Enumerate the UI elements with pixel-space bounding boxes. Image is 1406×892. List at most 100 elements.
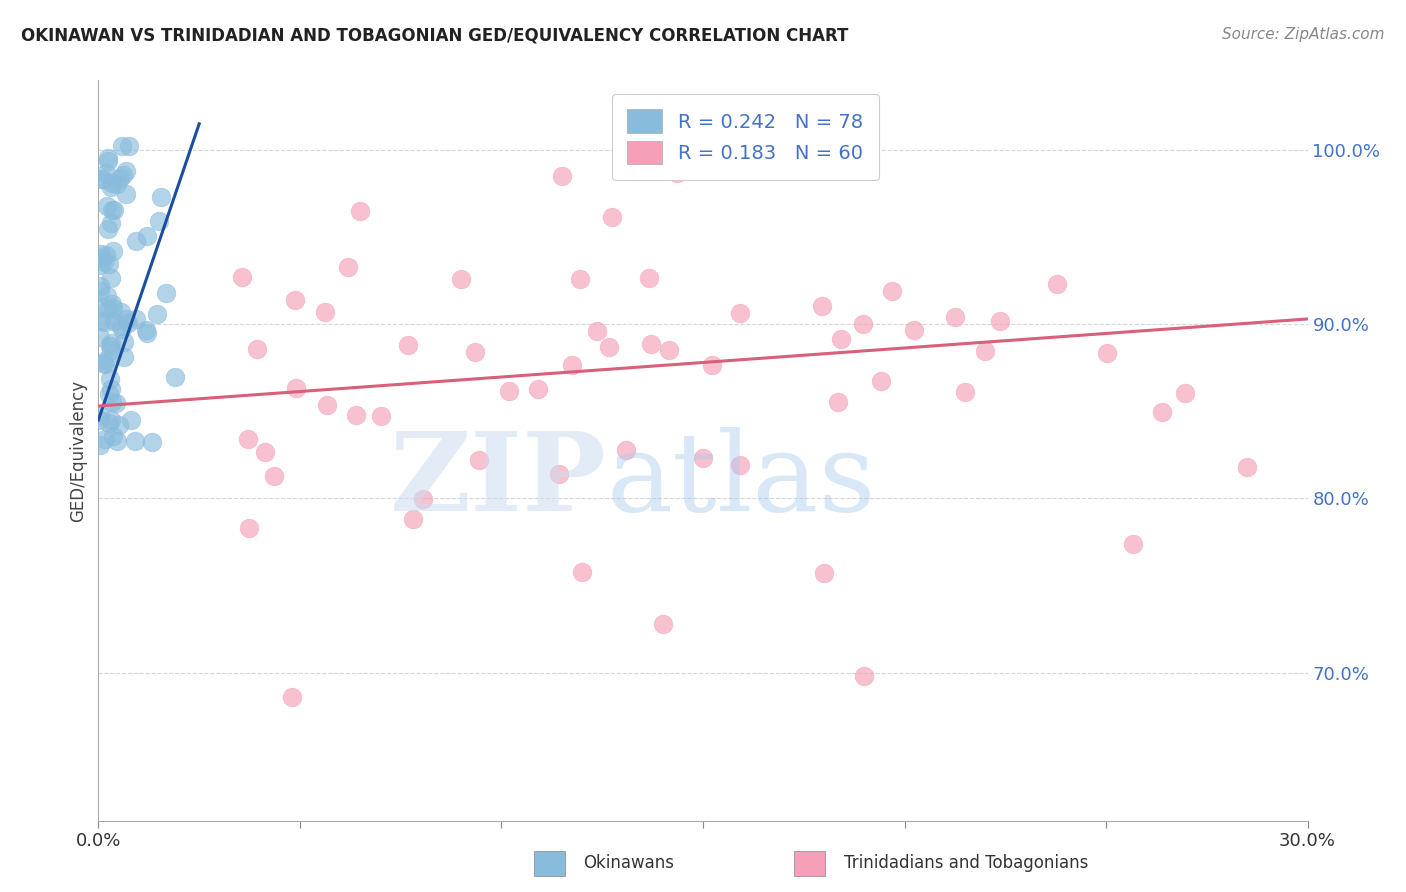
Point xyxy=(1122,537,1144,551)
Point xyxy=(349,203,371,218)
Point xyxy=(1046,277,1069,291)
Point xyxy=(527,382,550,396)
Point xyxy=(120,413,142,427)
Point xyxy=(114,187,136,202)
Point xyxy=(165,370,187,384)
Point xyxy=(89,284,111,298)
Point xyxy=(135,323,157,337)
Point xyxy=(728,458,751,472)
Point xyxy=(396,337,419,351)
Point xyxy=(637,270,659,285)
Point xyxy=(110,318,132,333)
Text: Source: ZipAtlas.com: Source: ZipAtlas.com xyxy=(1222,27,1385,42)
Text: Okinawans: Okinawans xyxy=(583,855,675,872)
Point xyxy=(830,332,852,346)
Point xyxy=(100,216,122,230)
Point xyxy=(100,179,122,194)
Point xyxy=(882,284,904,298)
Point xyxy=(561,359,583,373)
Point xyxy=(100,412,122,426)
Point xyxy=(115,312,138,326)
Text: Trinidadians and Tobagonians: Trinidadians and Tobagonians xyxy=(844,855,1088,872)
Point xyxy=(813,566,835,581)
Point xyxy=(112,168,135,182)
Point xyxy=(100,343,122,357)
Point xyxy=(96,289,118,303)
Point xyxy=(988,314,1011,328)
Point xyxy=(103,429,125,443)
Point xyxy=(101,296,124,310)
Point xyxy=(93,255,115,269)
Point xyxy=(103,244,125,259)
Point xyxy=(548,467,571,481)
Point xyxy=(953,384,976,399)
Point xyxy=(903,323,925,337)
Point xyxy=(112,351,135,365)
Point xyxy=(89,438,111,452)
Point xyxy=(314,305,336,319)
Point xyxy=(94,357,117,371)
Point xyxy=(155,286,177,301)
Point xyxy=(101,176,124,190)
Point xyxy=(98,372,121,386)
Point xyxy=(231,270,253,285)
Point xyxy=(96,199,118,213)
Point xyxy=(281,690,304,704)
Point xyxy=(146,307,169,321)
Point xyxy=(98,416,121,430)
Point xyxy=(236,433,259,447)
Point xyxy=(89,330,111,344)
Point xyxy=(94,432,117,446)
Point xyxy=(1095,345,1118,359)
Point xyxy=(98,387,121,401)
Point xyxy=(135,229,157,244)
Point xyxy=(91,171,114,186)
Point xyxy=(108,170,131,185)
Point xyxy=(98,339,121,353)
Point xyxy=(568,271,591,285)
Point xyxy=(90,314,112,328)
Point xyxy=(105,177,128,191)
Point xyxy=(450,272,472,286)
Point xyxy=(702,358,724,372)
Point xyxy=(117,317,139,331)
Point xyxy=(118,138,141,153)
Point xyxy=(89,278,111,293)
Text: OKINAWAN VS TRINIDADIAN AND TOBAGONIAN GED/EQUIVALENCY CORRELATION CHART: OKINAWAN VS TRINIDADIAN AND TOBAGONIAN G… xyxy=(21,27,848,45)
Point xyxy=(640,336,662,351)
Point xyxy=(284,293,307,308)
Point xyxy=(90,247,112,261)
Point xyxy=(135,326,157,341)
Point xyxy=(101,202,124,217)
Point xyxy=(468,453,491,467)
Point xyxy=(651,616,673,631)
Point xyxy=(103,202,125,217)
Point xyxy=(571,565,593,579)
Point xyxy=(97,222,120,236)
Point xyxy=(89,408,111,422)
Point xyxy=(93,314,115,328)
Point xyxy=(101,395,124,409)
Point xyxy=(110,304,132,318)
Point xyxy=(148,214,170,228)
Point xyxy=(246,342,269,356)
Point xyxy=(1236,460,1258,475)
Point xyxy=(89,413,111,427)
Point xyxy=(316,398,339,412)
Point xyxy=(97,301,120,316)
Point xyxy=(658,343,681,357)
Point xyxy=(112,334,135,349)
Y-axis label: GED/Equivalency: GED/Equivalency xyxy=(69,379,87,522)
Point xyxy=(141,435,163,450)
Point xyxy=(110,139,132,153)
Point xyxy=(90,171,112,186)
Point xyxy=(238,521,260,535)
Point xyxy=(614,442,637,457)
Point xyxy=(124,312,146,326)
Point xyxy=(100,383,122,397)
Point xyxy=(692,450,714,465)
Point xyxy=(125,234,148,248)
Point xyxy=(103,301,125,316)
Point xyxy=(402,512,425,526)
Point xyxy=(285,381,308,395)
